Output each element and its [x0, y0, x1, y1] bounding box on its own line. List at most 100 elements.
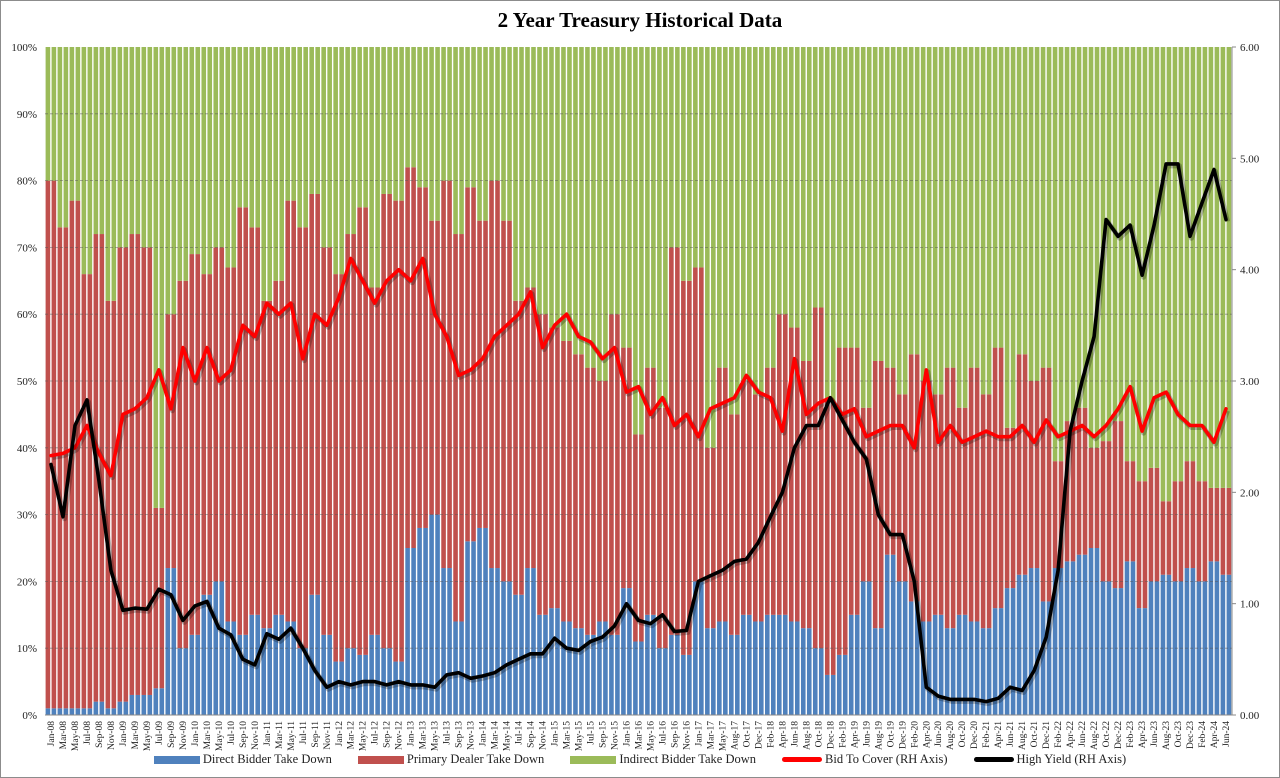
x-tick-label: Sep-14: [527, 721, 537, 748]
x-tick-label: Jul-11: [299, 721, 309, 745]
x-tick-label: May-15: [575, 721, 585, 751]
bar-primary: [213, 247, 219, 582]
x-tick-label: Dec-21: [1042, 721, 1052, 749]
x-tick-label: May-08: [71, 721, 81, 751]
bar-indirect: [992, 47, 998, 348]
bar-direct: [1016, 574, 1022, 715]
bar-primary: [842, 347, 848, 655]
bar-primary: [699, 267, 704, 582]
bar-indirect: [279, 47, 284, 281]
bar-direct: [489, 568, 494, 715]
bar-primary: [729, 414, 734, 635]
bar-direct: [1058, 568, 1064, 715]
bar-primary: [735, 414, 740, 635]
bar-primary: [669, 247, 674, 635]
bar-primary: [189, 254, 195, 635]
bar-primary: [579, 354, 584, 629]
bar-primary: [992, 347, 998, 609]
bar-direct: [776, 614, 782, 715]
x-tick-label: Apr-21: [994, 721, 1004, 748]
bar-primary: [1124, 461, 1130, 562]
bar-primary: [441, 180, 446, 569]
bar-primary: [195, 254, 201, 635]
bar-primary: [657, 407, 662, 649]
bar-indirect: [381, 47, 386, 194]
bar-indirect: [926, 47, 932, 381]
bar-primary: [375, 287, 380, 635]
bar-direct: [555, 608, 560, 715]
bar-direct: [537, 614, 542, 715]
y2-tick-label: 2.00: [1240, 487, 1260, 499]
bar-direct: [243, 634, 249, 715]
bar-indirect: [315, 47, 320, 194]
bar-indirect: [872, 47, 878, 361]
bar-direct: [1034, 568, 1040, 715]
bar-primary: [782, 314, 788, 615]
bar-primary: [974, 367, 980, 622]
bar-primary: [764, 367, 770, 615]
bar-indirect: [525, 47, 530, 288]
bar-indirect: [1106, 47, 1112, 442]
x-tick-label: Jan-14: [479, 721, 489, 747]
bar-indirect: [303, 47, 308, 228]
bar-primary: [741, 381, 746, 615]
bar-direct: [435, 514, 440, 715]
bar-primary: [1076, 407, 1082, 555]
x-tick-label: Jul-12: [371, 721, 381, 745]
bar-direct: [1136, 608, 1142, 715]
bar-primary: [794, 327, 800, 622]
bar-direct: [1070, 561, 1076, 715]
bar-primary: [117, 247, 123, 702]
bar-indirect: [249, 47, 255, 228]
bar-indirect: [639, 47, 644, 435]
bar-indirect: [1082, 47, 1088, 408]
bar-direct: [579, 628, 584, 715]
bar-indirect: [723, 47, 728, 368]
bar-direct: [788, 621, 794, 715]
bar-direct: [1130, 561, 1136, 715]
bar-direct: [711, 628, 716, 715]
bar-primary: [219, 247, 225, 582]
bar-direct: [585, 634, 590, 715]
bar-indirect: [573, 47, 578, 355]
x-tick-label: Apr-24: [1210, 721, 1220, 748]
bar-primary: [788, 327, 794, 622]
bar-direct: [255, 614, 261, 715]
bar-indirect: [375, 47, 380, 288]
bar-indirect: [1214, 47, 1220, 488]
bar-direct: [1220, 574, 1226, 715]
bar-indirect: [699, 47, 704, 268]
bar-direct: [147, 694, 153, 715]
legend-item-primary: Primary Dealer Take Down: [357, 752, 544, 767]
bar-direct: [621, 588, 626, 715]
bar-indirect: [1070, 47, 1076, 422]
bar-direct: [723, 621, 728, 715]
bar-primary: [1028, 381, 1034, 569]
bar-indirect: [753, 47, 758, 395]
bar-primary: [543, 314, 548, 615]
bar-primary: [878, 360, 884, 629]
bar-primary: [363, 207, 368, 655]
bar-primary: [597, 381, 602, 622]
bar-primary: [453, 234, 458, 622]
bar-direct: [1190, 568, 1196, 715]
bar-direct: [423, 527, 428, 715]
bar-primary: [717, 367, 722, 622]
bar-primary: [249, 227, 255, 615]
bar-direct: [1172, 581, 1178, 715]
bar-direct: [1076, 554, 1082, 715]
bar-indirect: [429, 47, 434, 221]
bar-direct: [1196, 581, 1202, 715]
x-tick-label: Sep-08: [95, 721, 105, 748]
bar-indirect: [327, 47, 332, 248]
bar-direct: [381, 648, 386, 715]
bar-indirect: [932, 47, 938, 395]
bar-indirect: [231, 47, 237, 268]
x-tick-label: Mar-17: [706, 721, 716, 750]
bar-indirect: [255, 47, 261, 228]
bar-direct: [225, 621, 231, 715]
bar-primary: [770, 367, 776, 615]
bar-direct: [525, 568, 530, 715]
bar-direct: [663, 648, 668, 715]
bar-indirect: [627, 47, 632, 348]
